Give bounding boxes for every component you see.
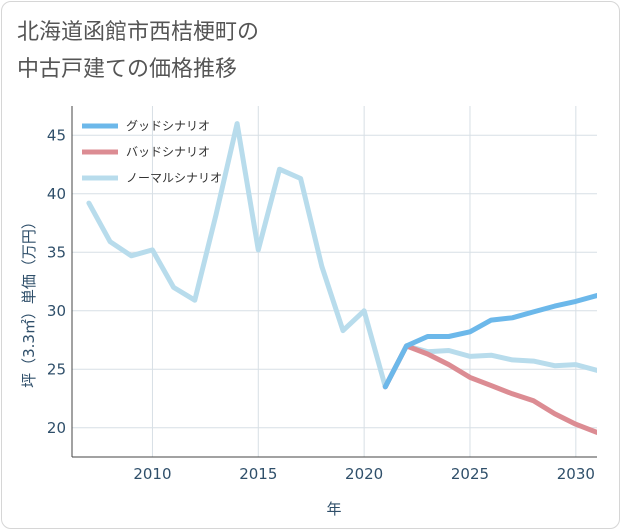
x-tick-label: 2015	[239, 465, 277, 483]
y-axis-label: 坪（3.3㎡）単価（万円）	[20, 214, 38, 388]
x-axis-label: 年	[326, 500, 341, 518]
y-tick-label: 25	[47, 360, 66, 378]
grid-y	[72, 134, 597, 429]
y-tick-label: 40	[47, 185, 66, 203]
x-tick-label: 2020	[345, 465, 383, 483]
x-tick-label: 2025	[451, 465, 489, 483]
x-tick-label: 2030	[557, 465, 595, 483]
y-tick-label: 45	[47, 126, 66, 144]
series-line-0	[382, 293, 597, 390]
y-tick-label: 35	[47, 243, 66, 261]
legend-label-2: ノーマルシナリオ	[126, 171, 222, 185]
series-line-1	[382, 343, 597, 435]
series-line-2	[86, 121, 597, 390]
y-tick-label: 20	[47, 419, 66, 437]
x-tick-labels: 2010 2015 2020 2025 2030	[133, 465, 595, 483]
series-lines	[86, 121, 597, 435]
chart-title-line-2: 中古戸建ての価格推移	[17, 57, 238, 82]
x-tick-label: 2010	[133, 465, 171, 483]
grid-x	[151, 106, 577, 457]
chart-title: 北海道函館市西桔梗町の 中古戸建ての価格推移	[17, 14, 259, 88]
y-tick-labels: 20 25 30 35 40 45	[47, 126, 66, 437]
legend-label-1: バッドシナリオ	[126, 145, 210, 159]
chart-title-line-1: 北海道函館市西桔梗町の	[17, 20, 260, 45]
plot-area	[72, 106, 597, 457]
legend-label-0: グッドシナリオ	[126, 119, 210, 133]
y-tick-label: 30	[47, 302, 66, 320]
